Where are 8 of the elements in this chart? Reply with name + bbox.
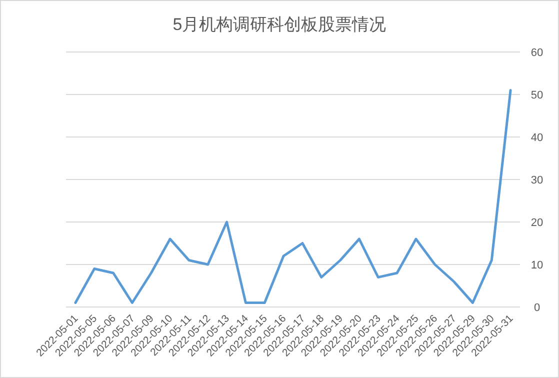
y-tick-label: 10 [530, 260, 544, 272]
y-tick-label: 40 [530, 132, 544, 144]
y-tick-label: 30 [530, 174, 544, 186]
y-tick-label: 50 [530, 90, 544, 102]
y-tick-label: 20 [530, 217, 544, 229]
y-tick-label: 60 [530, 47, 544, 59]
y-tick-label: 0 [534, 302, 540, 314]
title: 5月机构调研科创板股票情况 [172, 15, 386, 34]
